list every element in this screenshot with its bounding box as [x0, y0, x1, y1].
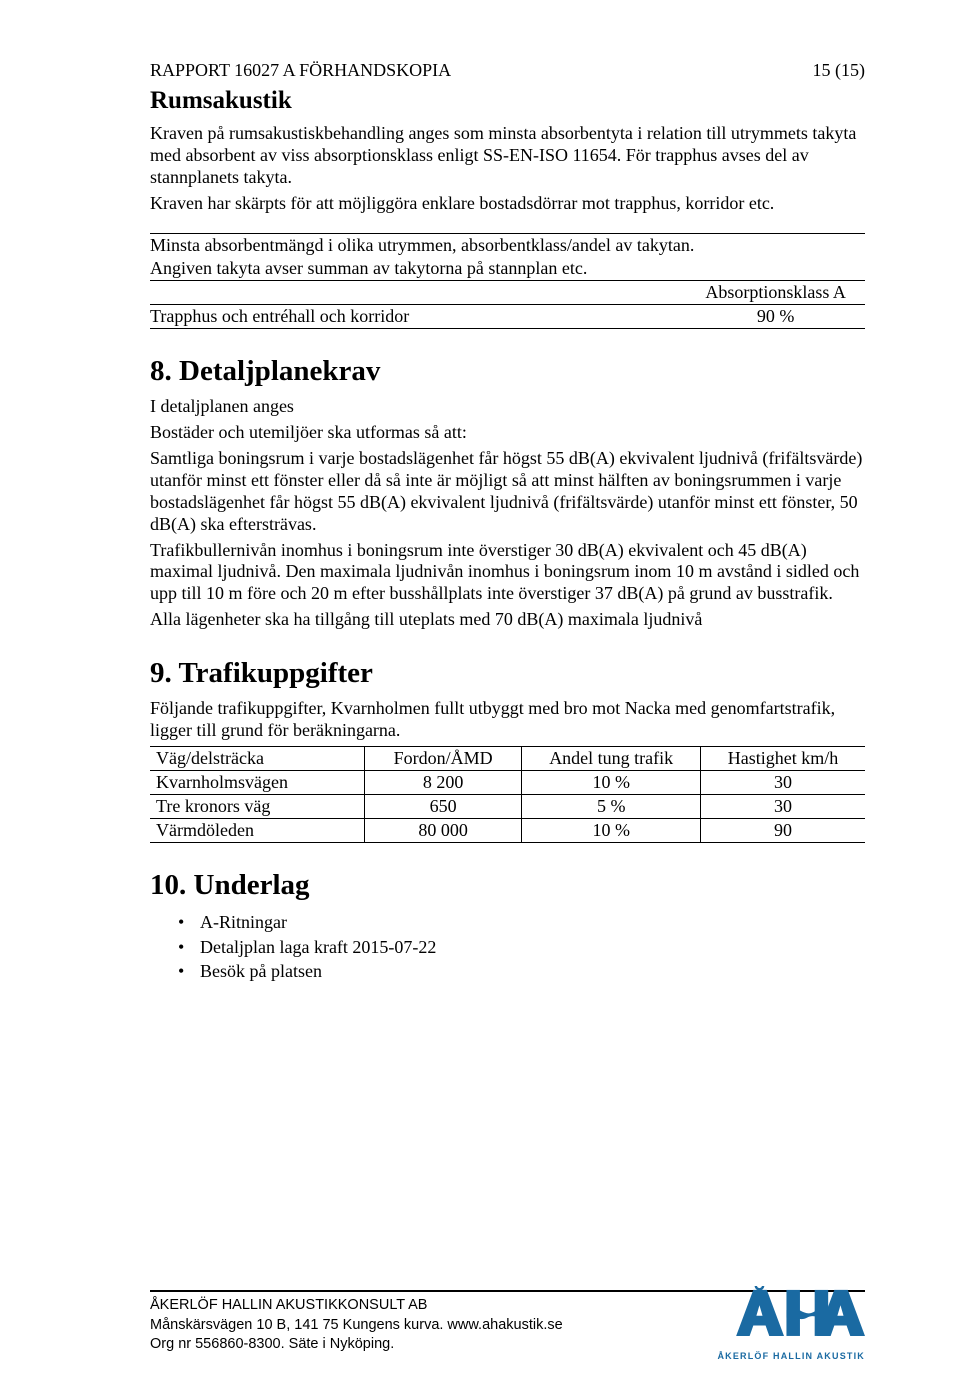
list-item: Detaljplan laga kraft 2015-07-22 [178, 935, 865, 959]
table1-row-label: Trapphus och entréhall och korridor [150, 304, 686, 328]
company-logo: ÅKERLÖF HALLIN AKUSTIK [717, 1286, 865, 1361]
section-title-9: 9. Trafikuppgifter [150, 657, 865, 690]
section-title-10: 10. Underlag [150, 869, 865, 902]
list-item: A-Ritningar [178, 910, 865, 934]
traffic-col-2: Andel tung trafik [522, 747, 701, 771]
traffic-col-3: Hastighet km/h [701, 747, 865, 771]
traffic-col-0: Väg/delsträcka [150, 747, 365, 771]
sec9-p1: Följande trafikuppgifter, Kvarnholmen fu… [150, 698, 865, 742]
rumsakustik-p1: Kraven på rumsakustiskbehandling anges s… [150, 123, 865, 189]
list-item: Besök på platsen [178, 959, 865, 983]
table1-caption2: Angiven takyta avser summan av takytorna… [150, 257, 865, 281]
table-row: Tre kronors väg 650 5 % 30 [150, 795, 865, 819]
header-page-number: 15 (15) [813, 60, 866, 81]
sec8-p1: Samtliga boningsrum i varje bostadslägen… [150, 448, 865, 536]
sec8-intro: Bostäder och utemiljöer ska utformas så … [150, 422, 865, 444]
logo-subtitle: ÅKERLÖF HALLIN AKUSTIK [717, 1351, 865, 1361]
sec8-lead: I detaljplanen anges [150, 396, 865, 418]
absorbent-table: Minsta absorbentmängd i olika utrymmen, … [150, 233, 865, 329]
aha-logo-icon [730, 1286, 865, 1346]
table-row: Värmdöleden 80 000 10 % 90 [150, 819, 865, 843]
underlag-list: A-Ritningar Detaljplan laga kraft 2015-0… [150, 910, 865, 983]
rumsakustik-p2: Kraven har skärpts för att möjliggöra en… [150, 193, 865, 215]
section-title-rumsakustik: Rumsakustik [150, 87, 865, 115]
page-footer: ÅKERLÖF HALLIN AKUSTIKKONSULT AB Månskär… [150, 1290, 865, 1355]
page-header: RAPPORT 16027 A FÖRHANDSKOPIA 15 (15) [150, 60, 865, 81]
traffic-col-1: Fordon/ÅMD [365, 747, 522, 771]
sec8-p2: Trafikbullernivån inomhus i boningsrum i… [150, 540, 865, 606]
table1-row-value: 90 % [686, 304, 865, 328]
table-row: Kvarnholmsvägen 8 200 10 % 30 [150, 771, 865, 795]
traffic-table: Väg/delsträcka Fordon/ÅMD Andel tung tra… [150, 746, 865, 843]
table1-caption1: Minsta absorbentmängd i olika utrymmen, … [150, 233, 865, 257]
sec8-p3: Alla lägenheter ska ha tillgång till ute… [150, 609, 865, 631]
section-title-8: 8. Detaljplanekrav [150, 355, 865, 388]
table1-col-header: Absorptionsklass A [686, 280, 865, 304]
header-left: RAPPORT 16027 A FÖRHANDSKOPIA [150, 60, 451, 81]
